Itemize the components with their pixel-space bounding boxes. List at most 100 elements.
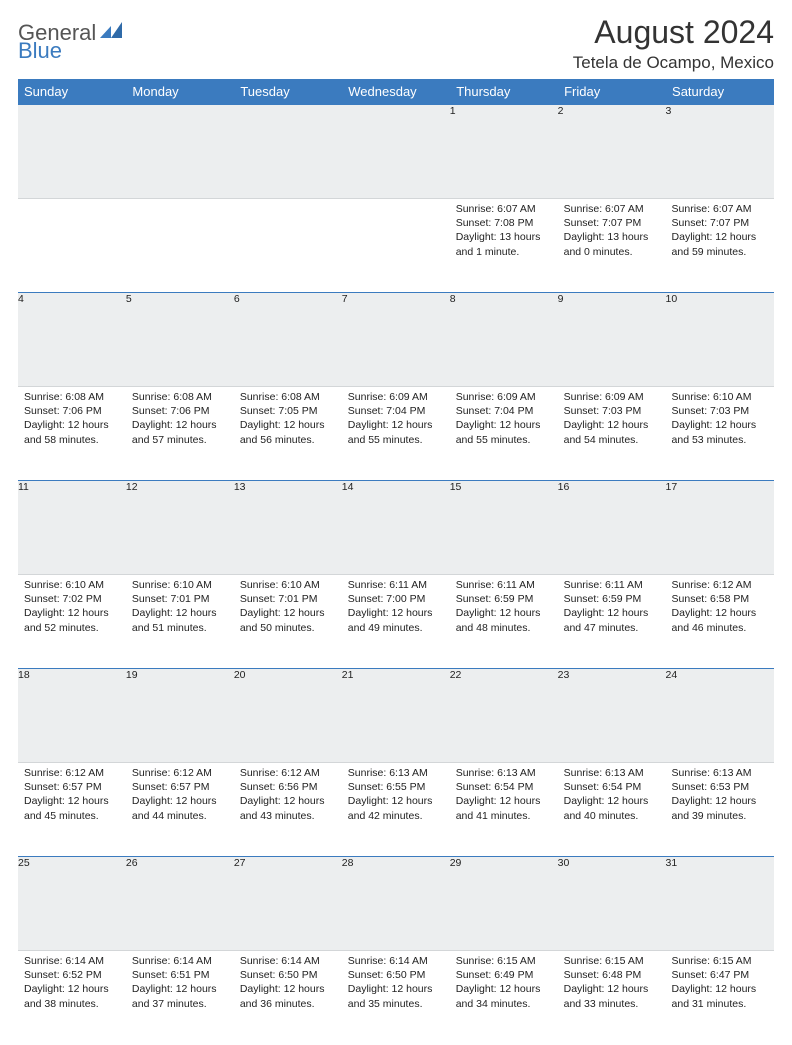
flag-icon [100,22,122,45]
day-body-cell: Sunrise: 6:14 AMSunset: 6:50 PMDaylight:… [234,951,342,1045]
day-number-cell: 12 [126,481,234,575]
day-body-cell: Sunrise: 6:08 AMSunset: 7:06 PMDaylight:… [18,387,126,481]
daylight-line: Daylight: 12 hours and 53 minutes. [672,418,768,446]
day-detail: Sunrise: 6:11 AMSunset: 6:59 PMDaylight:… [450,575,558,641]
day-detail: Sunrise: 6:15 AMSunset: 6:49 PMDaylight:… [450,951,558,1017]
daylight-line: Daylight: 12 hours and 42 minutes. [348,794,444,822]
day-number-cell: 9 [558,293,666,387]
daylight-line: Daylight: 12 hours and 37 minutes. [132,982,228,1010]
day-number-cell: 18 [18,669,126,763]
sunset-line: Sunset: 7:02 PM [24,592,120,606]
day-body-cell: Sunrise: 6:12 AMSunset: 6:57 PMDaylight:… [18,763,126,857]
sunrise-line: Sunrise: 6:14 AM [240,954,336,968]
location-subtitle: Tetela de Ocampo, Mexico [573,53,774,73]
day-body-row: Sunrise: 6:14 AMSunset: 6:52 PMDaylight:… [18,951,774,1045]
day-number-cell: 7 [342,293,450,387]
sunrise-line: Sunrise: 6:13 AM [672,766,768,780]
day-detail: Sunrise: 6:15 AMSunset: 6:47 PMDaylight:… [666,951,774,1017]
daylight-line: Daylight: 12 hours and 38 minutes. [24,982,120,1010]
daylight-line: Daylight: 12 hours and 49 minutes. [348,606,444,634]
sunset-line: Sunset: 7:07 PM [672,216,768,230]
sunset-line: Sunset: 6:50 PM [240,968,336,982]
day-number-cell: 19 [126,669,234,763]
day-number-cell: 14 [342,481,450,575]
day-body-cell: Sunrise: 6:14 AMSunset: 6:52 PMDaylight:… [18,951,126,1045]
daylight-line: Daylight: 12 hours and 43 minutes. [240,794,336,822]
sunrise-line: Sunrise: 6:15 AM [672,954,768,968]
daylight-line: Daylight: 12 hours and 48 minutes. [456,606,552,634]
day-detail: Sunrise: 6:13 AMSunset: 6:54 PMDaylight:… [450,763,558,829]
weekday-header: Monday [126,79,234,105]
sunset-line: Sunset: 6:50 PM [348,968,444,982]
day-body-cell: Sunrise: 6:13 AMSunset: 6:55 PMDaylight:… [342,763,450,857]
sunset-line: Sunset: 7:03 PM [564,404,660,418]
day-body-cell: Sunrise: 6:10 AMSunset: 7:01 PMDaylight:… [126,575,234,669]
sunrise-line: Sunrise: 6:10 AM [672,390,768,404]
day-detail: Sunrise: 6:10 AMSunset: 7:03 PMDaylight:… [666,387,774,453]
day-detail: Sunrise: 6:09 AMSunset: 7:03 PMDaylight:… [558,387,666,453]
day-detail: Sunrise: 6:08 AMSunset: 7:06 PMDaylight:… [18,387,126,453]
day-number-row: 18192021222324 [18,669,774,763]
day-number-cell: 3 [666,105,774,199]
daylight-line: Daylight: 12 hours and 33 minutes. [564,982,660,1010]
sunrise-line: Sunrise: 6:14 AM [24,954,120,968]
sunset-line: Sunset: 6:56 PM [240,780,336,794]
day-body-cell: Sunrise: 6:11 AMSunset: 6:59 PMDaylight:… [450,575,558,669]
day-detail: Sunrise: 6:12 AMSunset: 6:56 PMDaylight:… [234,763,342,829]
day-body-cell: Sunrise: 6:08 AMSunset: 7:06 PMDaylight:… [126,387,234,481]
day-number-cell: 25 [18,857,126,951]
day-number-cell: 22 [450,669,558,763]
day-body-cell: Sunrise: 6:08 AMSunset: 7:05 PMDaylight:… [234,387,342,481]
sunrise-line: Sunrise: 6:08 AM [24,390,120,404]
daylight-line: Daylight: 12 hours and 52 minutes. [24,606,120,634]
sunrise-line: Sunrise: 6:15 AM [456,954,552,968]
day-detail: Sunrise: 6:08 AMSunset: 7:05 PMDaylight:… [234,387,342,453]
day-number-cell: 2 [558,105,666,199]
daylight-line: Daylight: 12 hours and 41 minutes. [456,794,552,822]
daylight-line: Daylight: 12 hours and 40 minutes. [564,794,660,822]
sunrise-line: Sunrise: 6:12 AM [24,766,120,780]
day-number-cell: 6 [234,293,342,387]
day-number-cell: 4 [18,293,126,387]
daylight-line: Daylight: 12 hours and 54 minutes. [564,418,660,446]
day-body-cell: Sunrise: 6:09 AMSunset: 7:04 PMDaylight:… [342,387,450,481]
weekday-header: Thursday [450,79,558,105]
sunrise-line: Sunrise: 6:09 AM [564,390,660,404]
sunrise-line: Sunrise: 6:15 AM [564,954,660,968]
sunset-line: Sunset: 6:59 PM [456,592,552,606]
day-number-cell: 26 [126,857,234,951]
day-detail: Sunrise: 6:09 AMSunset: 7:04 PMDaylight:… [342,387,450,453]
sunset-line: Sunset: 7:01 PM [240,592,336,606]
sunset-line: Sunset: 7:01 PM [132,592,228,606]
day-detail: Sunrise: 6:11 AMSunset: 6:59 PMDaylight:… [558,575,666,641]
day-number-row: 123 [18,105,774,199]
daylight-line: Daylight: 12 hours and 45 minutes. [24,794,120,822]
weekday-header: Friday [558,79,666,105]
day-number-cell: 17 [666,481,774,575]
day-detail: Sunrise: 6:09 AMSunset: 7:04 PMDaylight:… [450,387,558,453]
day-body-cell: Sunrise: 6:09 AMSunset: 7:04 PMDaylight:… [450,387,558,481]
sunrise-line: Sunrise: 6:07 AM [564,202,660,216]
daylight-line: Daylight: 12 hours and 55 minutes. [348,418,444,446]
day-number-cell: 13 [234,481,342,575]
sunset-line: Sunset: 7:00 PM [348,592,444,606]
day-number-cell [18,105,126,199]
daylight-line: Daylight: 12 hours and 47 minutes. [564,606,660,634]
daylight-line: Daylight: 12 hours and 44 minutes. [132,794,228,822]
day-detail: Sunrise: 6:13 AMSunset: 6:55 PMDaylight:… [342,763,450,829]
day-body-cell: Sunrise: 6:15 AMSunset: 6:49 PMDaylight:… [450,951,558,1045]
day-detail: Sunrise: 6:13 AMSunset: 6:54 PMDaylight:… [558,763,666,829]
daylight-line: Daylight: 12 hours and 31 minutes. [672,982,768,1010]
day-body-cell: Sunrise: 6:07 AMSunset: 7:07 PMDaylight:… [558,199,666,293]
weekday-header: Tuesday [234,79,342,105]
day-body-cell: Sunrise: 6:14 AMSunset: 6:50 PMDaylight:… [342,951,450,1045]
day-number-cell [126,105,234,199]
sunrise-line: Sunrise: 6:10 AM [24,578,120,592]
day-body-row: Sunrise: 6:07 AMSunset: 7:08 PMDaylight:… [18,199,774,293]
day-body-cell: Sunrise: 6:14 AMSunset: 6:51 PMDaylight:… [126,951,234,1045]
sunset-line: Sunset: 7:06 PM [132,404,228,418]
day-number-cell: 8 [450,293,558,387]
daylight-line: Daylight: 12 hours and 57 minutes. [132,418,228,446]
sunrise-line: Sunrise: 6:10 AM [132,578,228,592]
day-number-cell [234,105,342,199]
